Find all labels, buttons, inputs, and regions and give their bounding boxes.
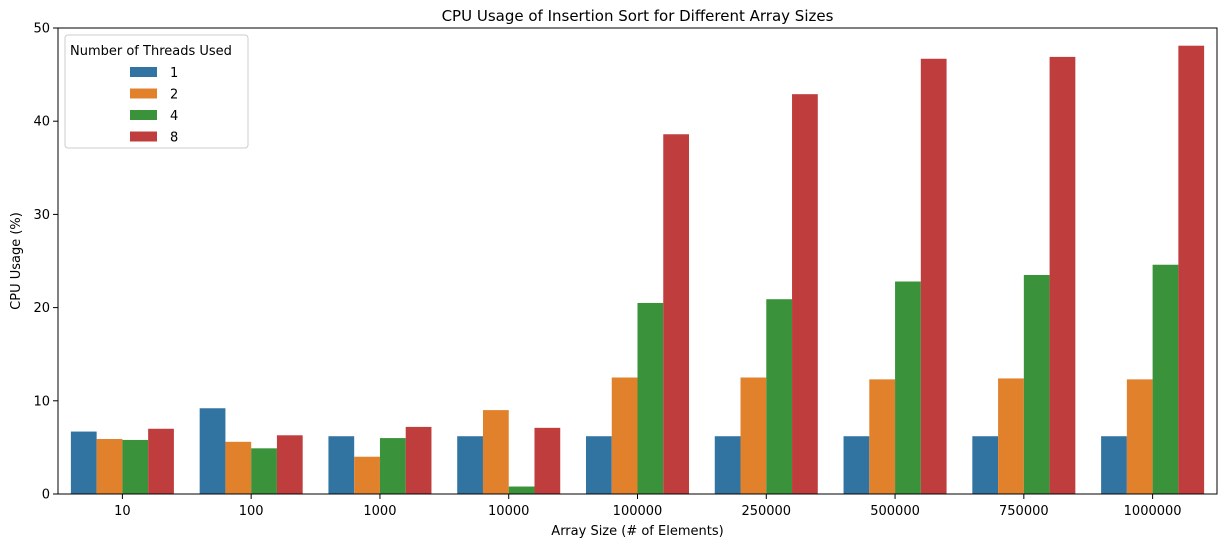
legend-title: Number of Threads Used: [70, 44, 232, 59]
y-axis-label: CPU Usage (%): [9, 212, 24, 310]
bar-1000000-threads-1: [1101, 436, 1127, 494]
bar-10-threads-8: [148, 428, 174, 494]
bar-100-threads-4: [251, 448, 277, 494]
legend-swatch-threads-8: [130, 131, 157, 142]
bar-10-threads-1: [70, 431, 97, 494]
y-tick-label: 50: [33, 22, 50, 37]
bar-1000000-threads-4: [1152, 264, 1179, 494]
bar-100-threads-8: [276, 435, 303, 494]
bar-250000-threads-2: [740, 377, 767, 494]
chart-title: CPU Usage of Insertion Sort for Differen…: [442, 7, 834, 25]
bar-500000-threads-2: [869, 379, 896, 494]
bars-layer: [70, 45, 1205, 495]
x-tick-label: 250000: [741, 504, 791, 519]
bar-1000-threads-4: [379, 438, 406, 494]
bar-1000-threads-2: [354, 456, 380, 494]
bar-1000-threads-8: [405, 426, 432, 494]
y-tick-label: 0: [42, 488, 50, 503]
bar-100000-threads-2: [611, 377, 638, 494]
x-tick-label: 10: [114, 504, 131, 519]
x-tick-label: 750000: [999, 504, 1049, 519]
bar-10000-threads-1: [457, 436, 483, 494]
legend-swatch-threads-4: [130, 110, 157, 120]
legend-label-threads-1: 1: [170, 66, 178, 81]
legend-label-threads-2: 2: [170, 88, 178, 103]
bar-100000-threads-8: [663, 134, 690, 494]
bar-750000-threads-4: [1023, 274, 1050, 494]
bar-1000000-threads-2: [1126, 379, 1153, 494]
x-tick-label: 500000: [870, 504, 920, 519]
bar-10000-threads-2: [482, 410, 509, 494]
legend: Number of Threads Used 1 2 4 8: [64, 34, 249, 149]
bar-750000-threads-1: [972, 436, 999, 494]
x-tick-label: 1000: [363, 504, 396, 519]
bar-250000-threads-4: [766, 299, 793, 494]
y-tick-label: 10: [33, 394, 50, 409]
x-tick-label: 1000000: [1124, 504, 1182, 519]
x-tick-label: 100: [239, 504, 264, 519]
legend-items: 1 2 4 8: [130, 66, 178, 146]
bar-100000-threads-4: [637, 302, 664, 494]
bar-250000-threads-1: [714, 436, 741, 494]
bar-750000-threads-2: [998, 378, 1024, 494]
legend-label-threads-8: 8: [170, 131, 178, 146]
bar-10000-threads-4: [508, 486, 535, 494]
bar-1000-threads-1: [328, 436, 355, 494]
legend-swatch-threads-2: [130, 88, 157, 99]
bar-500000-threads-1: [843, 436, 870, 494]
axes-layer: 0 10 20 30 40 50 10 100 1000 10000 100000 250000 500…: [33, 22, 1218, 519]
bar-500000-threads-4: [895, 281, 921, 494]
bar-100000-threads-1: [585, 436, 612, 494]
x-tick-label: 10000: [488, 504, 529, 519]
legend-swatch-threads-1: [130, 67, 157, 77]
bar-500000-threads-8: [920, 58, 947, 494]
bar-10-threads-4: [122, 439, 149, 494]
bar-750000-threads-8: [1049, 56, 1076, 494]
y-tick-label: 30: [33, 208, 50, 223]
bar-10000-threads-8: [534, 427, 561, 494]
bar-250000-threads-8: [792, 94, 818, 495]
y-tick-label: 40: [33, 115, 50, 130]
bar-1000000-threads-8: [1178, 45, 1205, 495]
y-tick-label: 20: [33, 301, 50, 316]
bar-100-threads-1: [199, 408, 226, 494]
bar-10-threads-2: [96, 439, 123, 494]
x-tick-label: 100000: [613, 504, 663, 519]
bar-100-threads-2: [225, 441, 252, 494]
x-axis-label: Array Size (# of Elements): [551, 524, 723, 539]
legend-label-threads-4: 4: [170, 109, 178, 124]
